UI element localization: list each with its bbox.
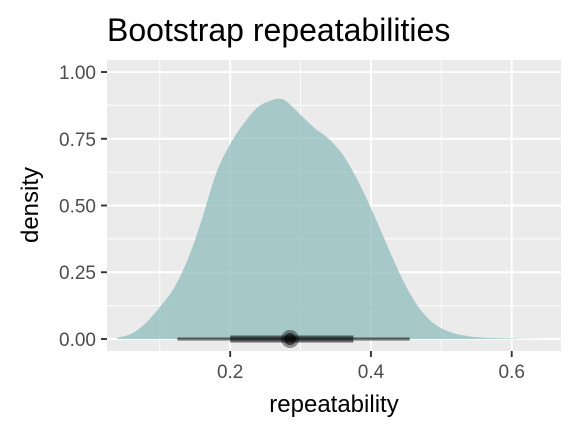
x-axis-title: repeatability — [269, 391, 398, 418]
y-tick-label: 0.75 — [59, 130, 96, 151]
plot-marks — [117, 98, 540, 348]
y-tick-label: 1.00 — [59, 63, 96, 84]
y-tick-label: 0.00 — [59, 330, 96, 351]
chart-title: Bootstrap repeatabilities — [107, 12, 450, 48]
x-tick-label: 0.2 — [217, 362, 243, 383]
x-axis: 0.2 0.4 0.6 — [217, 351, 525, 383]
y-axis-title: density — [17, 167, 44, 243]
x-tick-label: 0.6 — [499, 362, 525, 383]
point-estimate — [284, 332, 297, 345]
y-tick-label: 0.50 — [59, 197, 96, 218]
y-axis: 0.00 0.25 0.50 0.75 1.00 — [59, 63, 107, 351]
x-tick-label: 0.4 — [358, 362, 385, 383]
density-area — [117, 98, 540, 339]
y-tick-label: 0.25 — [59, 263, 96, 284]
